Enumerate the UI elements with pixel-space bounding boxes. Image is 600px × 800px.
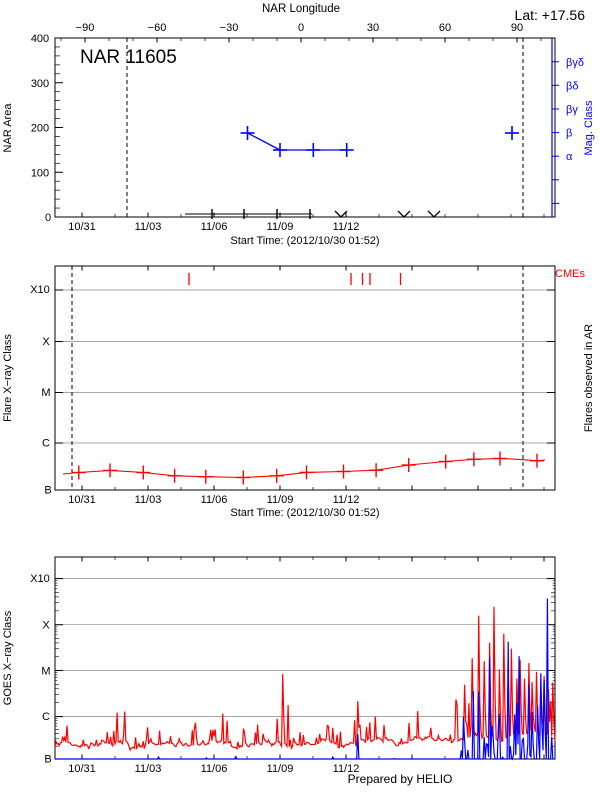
svg-text:C: C [42, 711, 50, 723]
svg-text:GOES X−ray Class: GOES X−ray Class [2, 610, 14, 705]
svg-text:0: 0 [298, 22, 304, 34]
svg-text:X: X [42, 620, 50, 632]
svg-text:NAR 11605: NAR 11605 [80, 47, 177, 68]
svg-text:11/06: 11/06 [201, 221, 228, 233]
svg-text:M: M [41, 387, 50, 399]
svg-text:NAR Area: NAR Area [2, 103, 14, 153]
svg-text:11/09: 11/09 [267, 221, 294, 233]
svg-text:10/31: 10/31 [68, 763, 96, 775]
svg-text:11/09: 11/09 [267, 763, 294, 775]
svg-text:B: B [44, 485, 51, 497]
svg-text:Mag. Class: Mag. Class [583, 100, 595, 156]
svg-text:Flares observed in AR: Flares observed in AR [583, 324, 595, 432]
svg-text:−90: −90 [76, 22, 95, 34]
svg-text:βδ: βδ [566, 81, 578, 93]
svg-text:X10: X10 [30, 573, 50, 585]
svg-text:11/12: 11/12 [333, 221, 360, 233]
svg-text:M: M [41, 666, 50, 678]
svg-text:60: 60 [439, 22, 451, 34]
svg-text:300: 300 [31, 78, 49, 90]
svg-text:−30: −30 [220, 22, 239, 34]
svg-text:200: 200 [31, 123, 49, 135]
svg-text:α: α [566, 151, 573, 163]
svg-text:Flare X−ray Class: Flare X−ray Class [2, 334, 14, 422]
svg-text:NAR Longitude: NAR Longitude [262, 3, 340, 15]
svg-text:CMEs: CMEs [555, 268, 585, 280]
svg-text:0: 0 [45, 212, 51, 224]
svg-text:X: X [42, 336, 50, 348]
svg-text:400: 400 [31, 33, 49, 45]
svg-text:C: C [42, 438, 50, 450]
svg-text:100: 100 [31, 168, 49, 180]
svg-text:βγ: βγ [566, 104, 578, 116]
svg-text:βγδ: βγδ [566, 57, 584, 69]
svg-text:Lat: +17.56: Lat: +17.56 [515, 7, 586, 23]
svg-text:B: B [44, 754, 51, 766]
svg-text:10/31: 10/31 [68, 221, 96, 233]
svg-text:Prepared by HELIO: Prepared by HELIO [348, 772, 453, 786]
svg-text:90: 90 [511, 22, 523, 34]
svg-text:11/03: 11/03 [135, 221, 162, 233]
svg-text:X10: X10 [30, 284, 50, 296]
svg-text:11/06: 11/06 [201, 763, 228, 775]
svg-text:β: β [566, 128, 572, 140]
svg-text:11/03: 11/03 [135, 763, 162, 775]
svg-text:Start Time: (2012/10/30 01:52): Start Time: (2012/10/30 01:52) [230, 235, 379, 247]
svg-text:−60: −60 [148, 22, 167, 34]
svg-text:30: 30 [367, 22, 379, 34]
